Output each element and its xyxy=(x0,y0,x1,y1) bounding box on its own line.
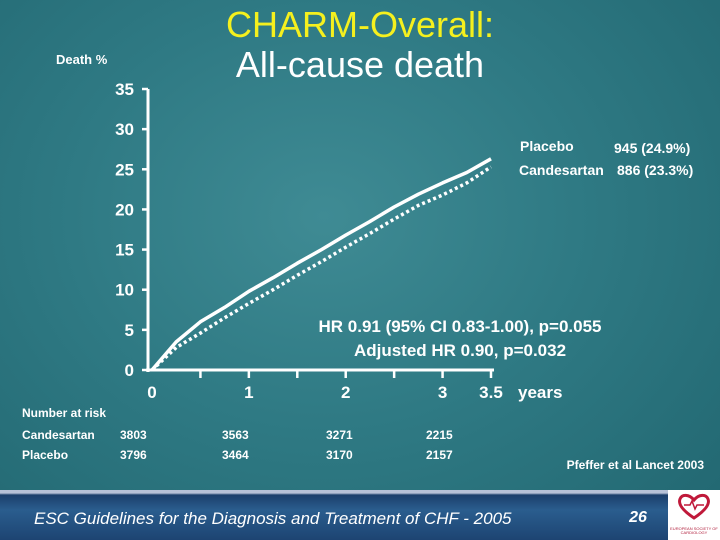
y-axis-label: Death % xyxy=(56,52,108,67)
page-number: 26 xyxy=(629,509,647,526)
x-tick-label: 3.5 xyxy=(479,383,503,402)
placebo-curve xyxy=(150,157,492,372)
legend-candesartan-label: Candesartan xyxy=(519,162,604,178)
risk-cell: 2215 xyxy=(426,428,453,442)
adjusted-hr-annotation: Adjusted HR 0.90, p=0.032 xyxy=(353,341,567,360)
footer-text: ESC Guidelines for the Diagnosis and Tre… xyxy=(34,509,512,528)
risk-heading: Number at risk xyxy=(22,406,107,420)
risk-row-label: Placebo xyxy=(22,448,69,462)
risk-row-label: Candesartan xyxy=(22,428,95,442)
risk-cell: 2157 xyxy=(426,448,453,462)
y-tick-label: 15 xyxy=(115,241,134,260)
risk-cell: 3563 xyxy=(222,428,249,442)
legend-placebo-label: Placebo xyxy=(520,138,574,154)
legend-candesartan-value: 886 (23.3%) xyxy=(617,162,694,178)
x-tick-label: 2 xyxy=(341,383,350,402)
x-axis-label: years xyxy=(518,383,562,402)
reference-citation: Pfeffer et al Lancet 2003 xyxy=(566,458,704,472)
esc-logo: EUROPEAN SOCIETY OF CARDIOLOGY xyxy=(668,490,720,540)
footer-bar xyxy=(0,490,720,540)
y-tick-label: 10 xyxy=(115,281,134,300)
y-tick-label: 0 xyxy=(125,361,134,380)
risk-cell: 3796 xyxy=(120,448,147,462)
risk-cell: 3170 xyxy=(326,448,353,462)
y-tick-label: 35 xyxy=(115,80,134,99)
risk-cell: 3464 xyxy=(222,448,249,462)
hr-annotation: HR 0.91 (95% CI 0.83-1.00), p=0.055 xyxy=(318,317,602,336)
x-tick-label: 0 xyxy=(147,383,156,402)
risk-cell: 3271 xyxy=(326,428,353,442)
logo-text: EUROPEAN SOCIETY OF CARDIOLOGY xyxy=(670,526,718,535)
y-tick-label: 20 xyxy=(115,200,134,219)
candesartan-curve xyxy=(150,165,492,372)
heart-icon xyxy=(678,493,710,520)
slide-subtitle: All-cause death xyxy=(235,44,485,85)
y-tick-label: 30 xyxy=(115,120,134,139)
y-tick-label: 25 xyxy=(115,160,134,179)
legend-placebo-value: 945 (24.9%) xyxy=(614,140,691,156)
x-tick-label: 3 xyxy=(438,383,447,402)
y-tick-label: 5 xyxy=(125,321,134,340)
risk-cell: 3803 xyxy=(120,428,147,442)
x-tick-label: 1 xyxy=(244,383,253,402)
slide-title: CHARM-Overall: xyxy=(225,4,494,45)
